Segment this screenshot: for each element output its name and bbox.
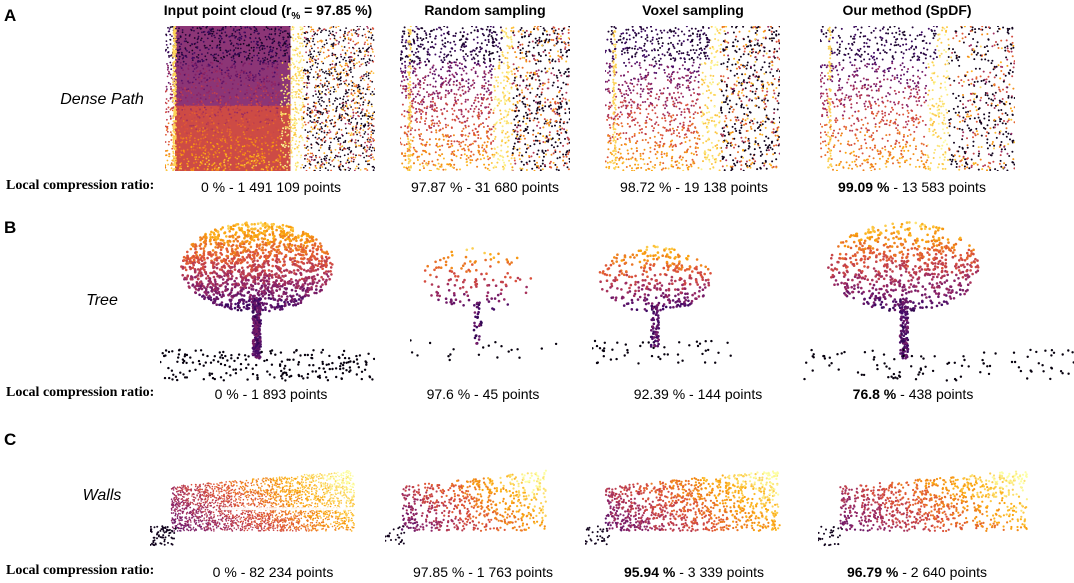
plot-tree-input xyxy=(160,212,375,384)
compression-label-c: Local compression ratio: xyxy=(6,563,155,578)
ratio-b-random: 97.6 % - 45 points xyxy=(426,386,540,402)
plot-dense-path-random xyxy=(400,26,570,171)
ratio-b-ours: 76.8 % - 438 points xyxy=(852,386,974,402)
plot-tree-voxel xyxy=(592,238,732,366)
column-header-random: Random sampling xyxy=(424,2,546,18)
column-header-input: Input point cloud (r% = 97.85 %) xyxy=(163,2,373,22)
ratio-a-voxel: 98.72 % - 19 138 points xyxy=(620,179,768,195)
compression-label-a: Local compression ratio: xyxy=(6,178,155,193)
plot-tree-random xyxy=(410,240,560,365)
panel-letter-c: C xyxy=(4,430,17,449)
panel-letter-b: B xyxy=(4,218,17,237)
plot-dense-path-input xyxy=(165,26,375,171)
ratio-a-random: 97.87 % - 31 680 points xyxy=(411,179,559,195)
ratio-a-ours: 99.09 % - 13 583 points xyxy=(838,179,986,195)
plot-tree-ours xyxy=(800,212,1074,384)
ratio-a-input: 0 % - 1 491 109 points xyxy=(200,179,342,195)
ratio-c-input: 0 % - 82 234 points xyxy=(212,564,334,580)
panel-letter-a: A xyxy=(4,6,17,25)
plot-walls-ours xyxy=(818,455,1038,550)
row-label-tree: Tree xyxy=(86,292,118,309)
column-header-voxel: Voxel sampling xyxy=(642,2,744,18)
plot-dense-path-ours xyxy=(820,26,1015,171)
plot-dense-path-voxel xyxy=(605,26,780,171)
column-header-ours: Our method (SpDF) xyxy=(842,2,972,18)
ratio-c-ours: 96.79 % - 2 640 points xyxy=(846,564,988,580)
compression-label-b: Local compression ratio: xyxy=(6,385,155,400)
row-label-dense-path: Dense Path xyxy=(60,91,144,108)
plot-walls-random xyxy=(385,455,555,550)
ratio-b-voxel: 92.39 % - 144 points xyxy=(633,386,763,402)
plot-walls-voxel xyxy=(585,455,790,550)
plot-walls-input xyxy=(150,455,365,550)
row-label-walls: Walls xyxy=(82,487,122,504)
ratio-c-random: 97.85 % - 1 763 points xyxy=(412,564,554,580)
ratio-c-voxel: 95.94 % - 3 339 points xyxy=(623,564,765,580)
ratio-b-input: 0 % - 1 893 points xyxy=(214,386,328,402)
